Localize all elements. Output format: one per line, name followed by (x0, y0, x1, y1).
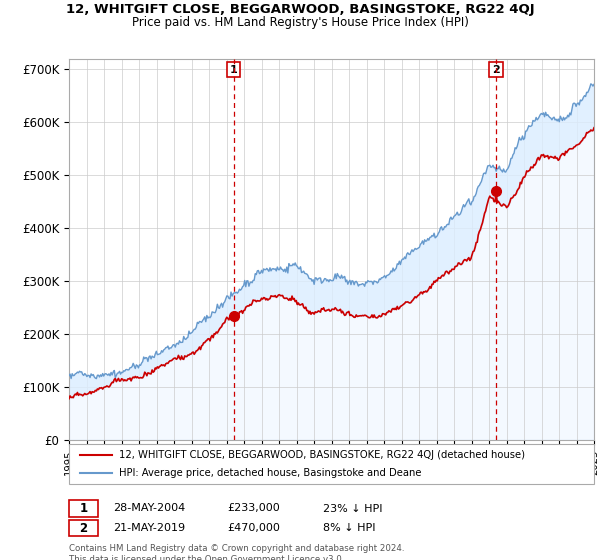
Text: Contains HM Land Registry data © Crown copyright and database right 2024.
This d: Contains HM Land Registry data © Crown c… (69, 544, 404, 560)
Text: 21-MAY-2019: 21-MAY-2019 (113, 523, 185, 533)
Text: 2: 2 (492, 64, 500, 74)
Text: 12, WHITGIFT CLOSE, BEGGARWOOD, BASINGSTOKE, RG22 4QJ: 12, WHITGIFT CLOSE, BEGGARWOOD, BASINGST… (65, 3, 535, 16)
Text: Price paid vs. HM Land Registry's House Price Index (HPI): Price paid vs. HM Land Registry's House … (131, 16, 469, 29)
Text: 12, WHITGIFT CLOSE, BEGGARWOOD, BASINGSTOKE, RG22 4QJ (detached house): 12, WHITGIFT CLOSE, BEGGARWOOD, BASINGST… (119, 450, 526, 460)
Text: 28-MAY-2004: 28-MAY-2004 (113, 503, 185, 514)
Text: £470,000: £470,000 (227, 523, 280, 533)
Text: 8% ↓ HPI: 8% ↓ HPI (323, 523, 376, 533)
Text: £233,000: £233,000 (227, 503, 280, 514)
Text: 23% ↓ HPI: 23% ↓ HPI (323, 503, 382, 514)
Text: 1: 1 (79, 502, 88, 515)
Text: 2: 2 (79, 521, 88, 535)
Text: HPI: Average price, detached house, Basingstoke and Deane: HPI: Average price, detached house, Basi… (119, 468, 422, 478)
Text: 1: 1 (230, 64, 238, 74)
